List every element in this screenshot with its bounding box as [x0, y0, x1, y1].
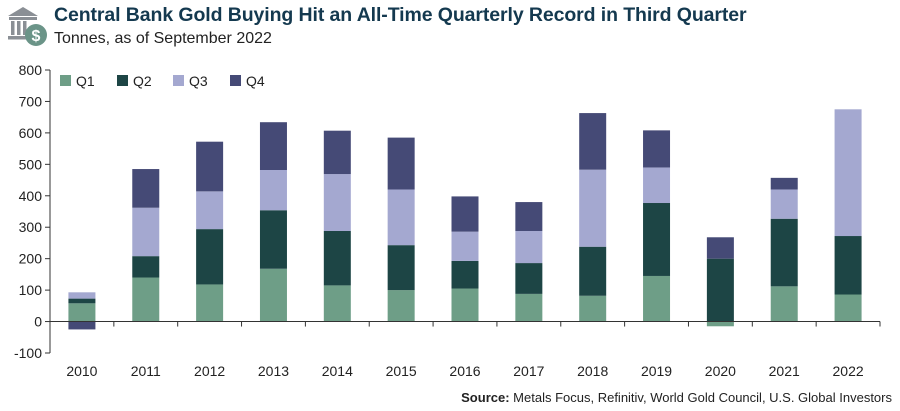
y-tick-label: 400: [19, 188, 43, 204]
bar-q3-2015: [387, 189, 415, 246]
bar-q2-2019: [643, 203, 671, 276]
source-note: Source: Metals Focus, Refinitiv, World G…: [461, 390, 892, 405]
bar-q1-2014: [323, 285, 351, 322]
bar-q4-2012: [196, 141, 224, 192]
bar-q2-2013: [259, 210, 287, 269]
chart-subtitle: Tonnes, as of September 2022: [54, 30, 272, 47]
legend-label-q1: Q1: [76, 73, 95, 89]
bar-q4-2020: [706, 237, 734, 259]
bar-q4-2021: [770, 177, 798, 190]
bar-q3-2019: [643, 167, 671, 204]
bar-q2-2012: [196, 229, 224, 285]
source-label: Source:: [461, 390, 510, 405]
x-tick-label: 2013: [258, 363, 289, 379]
bar-q1-2021: [770, 286, 798, 322]
bar-q1-2010: [68, 303, 96, 322]
y-tick-label: 300: [19, 219, 43, 235]
bar-q4-2018: [579, 113, 607, 170]
y-tick-label: 700: [19, 93, 43, 109]
bar-q3-2014: [323, 174, 351, 231]
y-tick-label: -100: [14, 345, 42, 361]
bar-q3-2018: [579, 169, 607, 247]
x-tick-label: 2021: [769, 363, 800, 379]
bar-q2-2016: [451, 260, 479, 289]
svg-text:$: $: [32, 28, 41, 45]
bar-q1-2016: [451, 288, 479, 322]
bar-q1-2013: [259, 268, 287, 322]
bar-q3-2022: [834, 109, 862, 237]
bar-q4-2014: [323, 130, 351, 175]
bar-q1-2012: [196, 284, 224, 322]
bar-q4-2017: [515, 202, 543, 231]
bar-q3-2012: [196, 191, 224, 230]
x-tick-label: 2011: [131, 363, 161, 379]
bar-q4-2010: [68, 321, 96, 330]
bar-q4-2011: [132, 169, 160, 208]
bar-q4-2015: [387, 137, 415, 190]
x-tick-label: 2014: [322, 363, 353, 379]
legend-label-q3: Q3: [189, 73, 208, 89]
bar-q2-2011: [132, 256, 160, 278]
y-tick-label: 800: [19, 62, 43, 78]
bar-q1-2015: [387, 290, 415, 322]
bar-q1-2018: [579, 295, 607, 322]
x-tick-label: 2022: [833, 363, 864, 379]
y-tick-label: 200: [19, 251, 43, 267]
bar-q3-2017: [515, 231, 543, 264]
bar-q1-2020: [706, 321, 734, 327]
legend-label-q4: Q4: [246, 73, 265, 89]
bar-q4-2013: [259, 122, 287, 170]
bank-dollar-icon: $: [8, 7, 47, 46]
source-text: Metals Focus, Refinitiv, World Gold Coun…: [513, 390, 892, 405]
legend-swatch-q1: [60, 75, 71, 86]
bar-q4-2019: [643, 130, 671, 168]
y-tick-label: 600: [19, 125, 43, 141]
bar-q4-2016: [451, 196, 479, 232]
x-tick-label: 2018: [577, 363, 608, 379]
bar-q1-2011: [132, 277, 160, 322]
x-tick-label: 2020: [705, 363, 736, 379]
y-tick-label: 0: [34, 314, 42, 330]
bar-q2-2021: [770, 218, 798, 287]
y-tick-label: 500: [19, 156, 43, 172]
bar-q2-2020: [706, 258, 734, 322]
bar-q2-2010: [68, 298, 96, 304]
legend-swatch-q4: [230, 75, 241, 86]
x-tick-label: 2012: [194, 363, 225, 379]
bar-q3-2011: [132, 207, 160, 257]
legend-swatch-q3: [173, 75, 184, 86]
bar-q2-2022: [834, 236, 862, 295]
bar-q3-2016: [451, 231, 479, 261]
legend-swatch-q2: [117, 75, 128, 86]
bar-q3-2021: [770, 189, 798, 219]
y-tick-label: 100: [19, 282, 43, 298]
x-tick-label: 2010: [66, 363, 97, 379]
bar-q2-2018: [579, 246, 607, 296]
bar-q3-2010: [68, 292, 96, 299]
x-tick-label: 2019: [641, 363, 672, 379]
legend-label-q2: Q2: [133, 73, 152, 89]
chart-title: Central Bank Gold Buying Hit an All-Time…: [54, 4, 747, 26]
bar-q3-2013: [259, 169, 287, 211]
bar-q2-2017: [515, 263, 543, 294]
bar-q1-2017: [515, 293, 543, 322]
x-tick-label: 2016: [449, 363, 480, 379]
x-tick-label: 2017: [513, 363, 544, 379]
x-tick-label: 2015: [386, 363, 417, 379]
bar-q2-2015: [387, 245, 415, 291]
bar-q2-2014: [323, 231, 351, 286]
bar-q1-2022: [834, 294, 862, 322]
bar-q1-2019: [643, 275, 671, 322]
